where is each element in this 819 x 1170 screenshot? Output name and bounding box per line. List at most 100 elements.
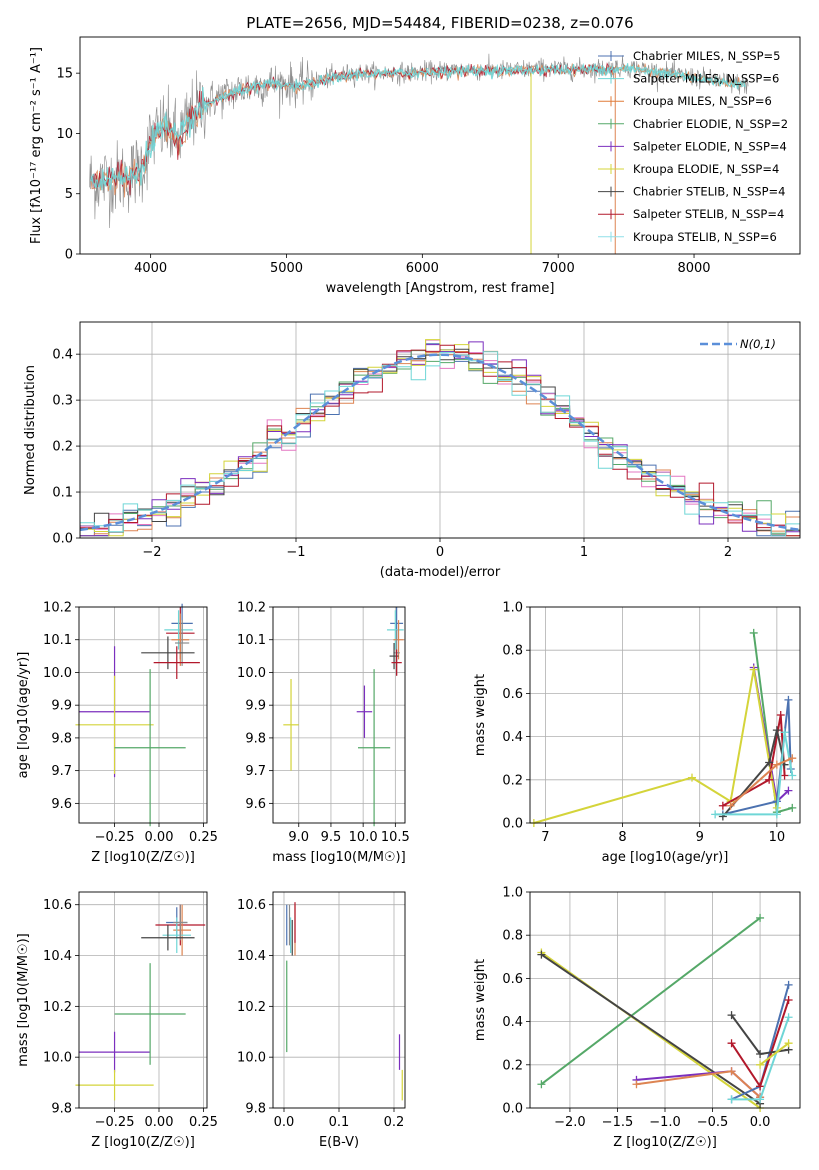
- series-line: [540, 953, 761, 1105]
- normal-curve: [80, 353, 800, 532]
- series-marker: [756, 1082, 765, 1091]
- y-tick-label: 9.7: [51, 764, 72, 779]
- y-axis-label: mass [log10(M/M☉)]: [16, 933, 31, 1066]
- data-point: [164, 610, 193, 650]
- x-tick-label: 8000: [677, 261, 710, 276]
- y-tick-label: 0.0: [502, 1102, 523, 1117]
- series-marker: [756, 913, 765, 922]
- y-tick-label: 0.8: [502, 644, 523, 659]
- series-marker: [756, 1095, 765, 1104]
- y-tick-label: 10.6: [43, 898, 72, 913]
- y-tick-label: 0.4: [502, 1015, 523, 1030]
- x-axis-label: age [log10(age/yr)]: [602, 850, 729, 865]
- x-tick-label: 0.25: [189, 1115, 218, 1130]
- y-axis-label: Flux [fλ10⁻¹⁷ erg cm⁻² s⁻¹ A⁻¹]: [29, 47, 44, 244]
- y-tick-label: 0.1: [52, 486, 73, 501]
- legend-label: Chabrier MILES, N_SSP=5: [633, 49, 780, 63]
- age-vs-z-panel: −0.25 0.00 0.25 9.6 9.7 9.8 9.9 10.0 10.1 10.2 Z […: [16, 601, 218, 866]
- spectrum-panel: 4000 5000 6000 7000 8000 0 5 10 15 wavelength [An…: [29, 36, 801, 296]
- histogram-step: [80, 351, 800, 537]
- y-tick-label: 10.4: [237, 949, 266, 964]
- x-tick-label: −0.25: [95, 1115, 135, 1130]
- data-point: [356, 685, 373, 738]
- y-tick-label: 0: [65, 248, 73, 263]
- x-tick-label: 0.00: [145, 830, 174, 845]
- y-tick-label: 0.4: [502, 730, 523, 745]
- x-axis-label: E(B-V): [319, 1135, 359, 1150]
- y-tick-label: 10.2: [237, 601, 266, 616]
- legend-label: Kroupa ELODIE, N_SSP=4: [633, 162, 779, 176]
- y-tick-label: 0.4: [52, 348, 73, 363]
- spectrum-lines: [89, 53, 749, 254]
- x-tick-label: −0.5: [697, 1115, 729, 1130]
- legend-label: Kroupa MILES, N_SSP=6: [633, 94, 772, 108]
- series-marker: [749, 665, 758, 674]
- y-tick-label: 0.8: [502, 929, 523, 944]
- x-tick-label: 6000: [406, 261, 439, 276]
- series-marker: [727, 1067, 736, 1076]
- mass-vs-ebv-panel: 0.0 0.1 0.2 9.8 10.0 10.2 10.4 10.6 E(B-V): [237, 891, 406, 1150]
- legend-label: Salpeter ELODIE, N_SSP=4: [633, 139, 787, 153]
- x-axis-label: mass [log10(M/M☉)]: [272, 850, 405, 865]
- x-tick-label: 0.0: [274, 1115, 295, 1130]
- y-tick-label: 10.1: [43, 633, 72, 648]
- x-tick-label: 2: [724, 545, 732, 560]
- series-marker: [537, 950, 546, 959]
- legend-label: N(0,1): [740, 337, 776, 351]
- y-axis-label: mass weight: [473, 959, 488, 1041]
- axes-frame: [529, 606, 801, 824]
- data-point: [171, 613, 190, 666]
- axes-frame: [529, 891, 801, 1109]
- data-point: [173, 904, 188, 941]
- data-point: [391, 649, 402, 676]
- x-axis-label: Z [log10(Z/Z☉)]: [91, 850, 195, 865]
- y-axis-label: Normed distribution: [23, 365, 38, 495]
- x-tick-label: 9: [696, 830, 704, 845]
- data-point: [283, 679, 299, 771]
- y-tick-label: 5: [65, 187, 73, 202]
- x-tick-label: 1: [580, 545, 588, 560]
- y-tick-label: 10.0: [43, 666, 72, 681]
- data-point: [79, 1031, 151, 1073]
- legend-label: Salpeter STELIB, N_SSP=4: [633, 207, 784, 221]
- y-tick-label: 0.6: [502, 972, 523, 987]
- mass-vs-z-panel: −0.25 0.00 0.25 9.8 10.0 10.2 10.4 10.6 Z [log10…: [16, 891, 218, 1150]
- x-tick-label: 0: [436, 545, 444, 560]
- data-point: [114, 669, 186, 827]
- y-tick-label: 0.2: [502, 1058, 523, 1073]
- series-marker: [788, 771, 797, 780]
- series-marker: [711, 810, 720, 819]
- series-marker: [772, 726, 781, 735]
- series-marker: [726, 801, 735, 810]
- x-tick-label: 9.5: [321, 830, 342, 845]
- x-tick-label: 4000: [134, 261, 167, 276]
- y-tick-label: 9.6: [51, 797, 72, 812]
- series-marker: [776, 711, 785, 719]
- x-axis-label: Z [log10(Z/Z☉)]: [91, 1135, 195, 1150]
- data-point: [386, 610, 404, 650]
- y-tick-label: 9.8: [245, 731, 266, 746]
- x-tick-label: 10.0: [349, 830, 378, 845]
- axes-frame: [272, 606, 406, 824]
- y-tick-label: 10.1: [237, 633, 266, 648]
- series-marker: [780, 771, 789, 780]
- x-tick-label: −1.5: [602, 1115, 634, 1130]
- age-vs-mass-panel: 9.0 9.5 10.0 10.59.69.79.89.910.010.110.2ma…: [237, 601, 410, 866]
- y-tick-label: 0.6: [502, 687, 523, 702]
- series-line: [540, 917, 761, 1085]
- y-tick-label: 9.9: [51, 699, 72, 714]
- y-tick-label: 10.4: [43, 949, 72, 964]
- series-marker: [756, 1050, 765, 1058]
- y-tick-label: 0.0: [52, 532, 73, 547]
- mass-weight-vs-age-panel: 7 8 9 10 0.0 0.2 0.4 0.6 0.8 1.0 age [log10(age/yr…: [473, 601, 801, 865]
- data-point: [75, 675, 154, 774]
- x-tick-label: 9.0: [288, 830, 309, 845]
- series-marker: [765, 758, 774, 767]
- x-tick-label: 7000: [542, 261, 575, 276]
- x-tick-label: 0.0: [750, 1115, 771, 1130]
- x-tick-label: −2.0: [554, 1115, 586, 1130]
- series-marker: [784, 695, 793, 704]
- data-point: [357, 669, 391, 827]
- x-tick-label: 7: [541, 830, 549, 845]
- data-point: [175, 620, 190, 666]
